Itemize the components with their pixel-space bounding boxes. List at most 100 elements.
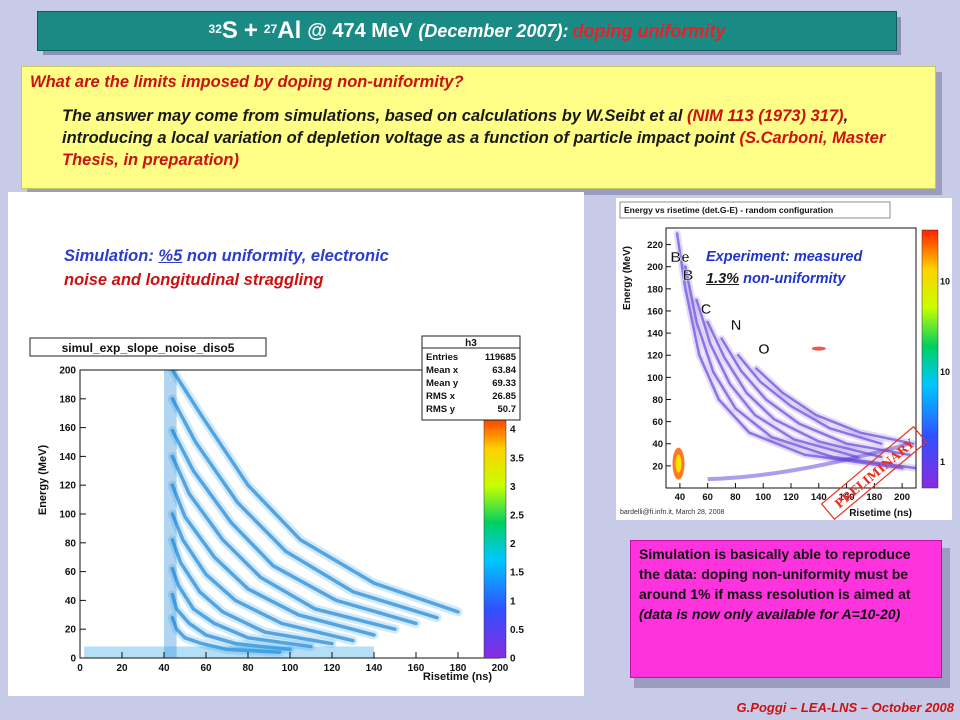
- right-chart-loci: [672, 230, 916, 482]
- right-y-tick-label: 20: [652, 461, 663, 472]
- left-y-tick-label: 160: [59, 423, 76, 434]
- left-locus: [170, 592, 292, 652]
- exp-caption-value: 1.3%: [706, 271, 740, 287]
- left-y-tick-label: 60: [65, 567, 77, 578]
- sim-caption-value: %5: [158, 247, 183, 265]
- right-baseline-band: [707, 441, 910, 482]
- left-y-tick-label: 0: [70, 654, 76, 665]
- stats-value: 26.85: [492, 391, 516, 402]
- experiment-scatter-plot: Energy vs risetime (det.G-E) - random co…: [616, 198, 952, 520]
- left-colorbar-tick-label: 1: [510, 596, 516, 607]
- left-chart-loci: [84, 370, 463, 658]
- sulfur-symbol: S: [221, 17, 238, 44]
- left-x-tick-label: 80: [242, 663, 254, 674]
- left-y-tick-label: 140: [59, 452, 76, 463]
- left-chart-colorbar: [483, 411, 507, 659]
- right-locus: [755, 367, 915, 445]
- right-x-tick-label: 80: [730, 492, 741, 503]
- right-locus: [736, 353, 883, 445]
- element-label: O: [758, 341, 770, 358]
- answer-text: The answer may come from simulations, ba…: [62, 105, 930, 171]
- right-chart-title-box: [619, 201, 891, 219]
- left-colorbar-tick-label: 2: [510, 539, 516, 550]
- stats-value: 63.84: [492, 365, 516, 376]
- right-chart-colorbar-ticks: 10 10 1: [940, 277, 950, 468]
- right-y-tick-label: 220: [647, 240, 663, 251]
- left-chart-xlabel: Risetime (ns): [423, 671, 492, 683]
- question-box: What are the limits imposed by doping no…: [21, 66, 936, 189]
- exp-caption-prefix: Experiment: measured: [706, 249, 863, 265]
- right-elastic-spot: [811, 346, 826, 351]
- left-colorbar-tick-label: 0: [510, 654, 516, 665]
- right-chart-title: Energy vs risetime (det.G-E) - random co…: [624, 205, 833, 215]
- left-low-energy-band: [84, 646, 374, 658]
- left-x-tick-label: 140: [366, 663, 383, 674]
- left-locus: [170, 512, 355, 643]
- answer-reference-nim: (NIM 113 (1973) 317): [687, 107, 844, 125]
- right-y-tick-label: 120: [647, 351, 663, 362]
- title-topic: doping uniformity: [572, 20, 726, 41]
- slide-title: 32 S + 27 Al @ 474 MeV (December 2007): do…: [37, 11, 897, 51]
- right-y-tick-label: 140: [647, 329, 663, 340]
- left-colorbar-tick-label: 3: [510, 482, 516, 493]
- right-y-tick-label: 100: [647, 373, 663, 384]
- right-locus: [706, 320, 883, 459]
- right-colorbar-tick-label: 1: [940, 457, 945, 467]
- left-chart-colorbar-ticks: 0 0.5 1 1.5 2 2.5 3 3.5 4: [510, 425, 524, 665]
- simulation-caption: Simulation: %5 non uniformity, electroni…: [64, 244, 514, 292]
- plus-sign: +: [243, 17, 258, 44]
- footer-credit: G.Poggi – LEA-LNS – October 2008: [736, 700, 954, 715]
- stats-label: Mean x: [426, 365, 459, 376]
- right-x-tick-label: 40: [675, 492, 686, 503]
- right-chart-colorbar: [921, 229, 939, 489]
- conclusion-note: (data is now only available for A=10-20): [639, 606, 901, 622]
- right-chart-ylabel: Energy (MeV): [622, 246, 633, 310]
- left-chart-stats: Entries 119685 Mean x 63.84 Mean y 69.33 RMS x…: [426, 352, 517, 415]
- right-y-tick-label: 200: [647, 262, 663, 273]
- left-x-tick-label: 0: [77, 663, 83, 674]
- left-chart-stats-box: [421, 335, 521, 421]
- left-y-tick-label: 40: [65, 596, 77, 607]
- left-x-tick-label: 160: [408, 663, 425, 674]
- left-y-tick-label: 100: [59, 510, 76, 521]
- right-chart-xlabel: Risetime (ns): [849, 508, 912, 519]
- left-locus: [170, 428, 418, 626]
- right-x-tick-label: 100: [755, 492, 771, 503]
- answer-part1: The answer may come from simulations, ba…: [62, 107, 688, 125]
- left-y-tick-label: 120: [59, 481, 76, 492]
- beam-energy: @ 474 MeV: [307, 19, 413, 42]
- left-y-tick-label: 200: [59, 366, 76, 377]
- experiment-date: (December 2007):: [418, 20, 569, 41]
- left-vertical-band: [164, 370, 177, 658]
- left-colorbar-tick-label: 3.5: [510, 453, 524, 464]
- preliminary-stamp-border: [820, 425, 928, 520]
- stats-label: RMS y: [426, 404, 456, 415]
- right-colorbar-tick-label: 10: [940, 367, 950, 377]
- sim-caption-suffix: non uniformity, electronic: [182, 247, 389, 265]
- left-locus: [170, 370, 460, 614]
- left-chart-stats-name: h3: [465, 338, 477, 349]
- right-y-tick-label: 40: [652, 439, 663, 450]
- conclusion-box: Simulation is basically able to reproduc…: [630, 540, 942, 678]
- answer-part2: , introducing a local variation of deple…: [62, 107, 849, 147]
- left-y-tick-label: 20: [65, 625, 77, 636]
- left-locus: [170, 454, 397, 631]
- right-locus: [695, 298, 859, 459]
- left-locus: [170, 538, 334, 646]
- stats-value: 69.33: [492, 378, 516, 389]
- left-colorbar-tick-label: 2.5: [510, 510, 524, 521]
- left-locus: [170, 615, 282, 654]
- left-colorbar-tick-label: 0.5: [510, 625, 524, 636]
- left-x-tick-label: 120: [324, 663, 341, 674]
- left-locus: [170, 483, 376, 637]
- left-colorbar-tick-label: 1.5: [510, 568, 524, 579]
- left-x-tick-label: 60: [200, 663, 212, 674]
- right-y-tick-label: 180: [647, 284, 663, 295]
- experiment-caption: Experiment: measured 1.3% non-uniformity: [706, 246, 916, 290]
- right-locus: [675, 232, 904, 470]
- left-y-tick-label: 80: [65, 538, 77, 549]
- al-mass: 27: [263, 22, 278, 36]
- left-x-tick-label: 20: [116, 663, 128, 674]
- left-chart-ylabel: Energy (MeV): [37, 445, 49, 516]
- left-chart-title: simul_exp_slope_noise_diso5: [62, 341, 235, 355]
